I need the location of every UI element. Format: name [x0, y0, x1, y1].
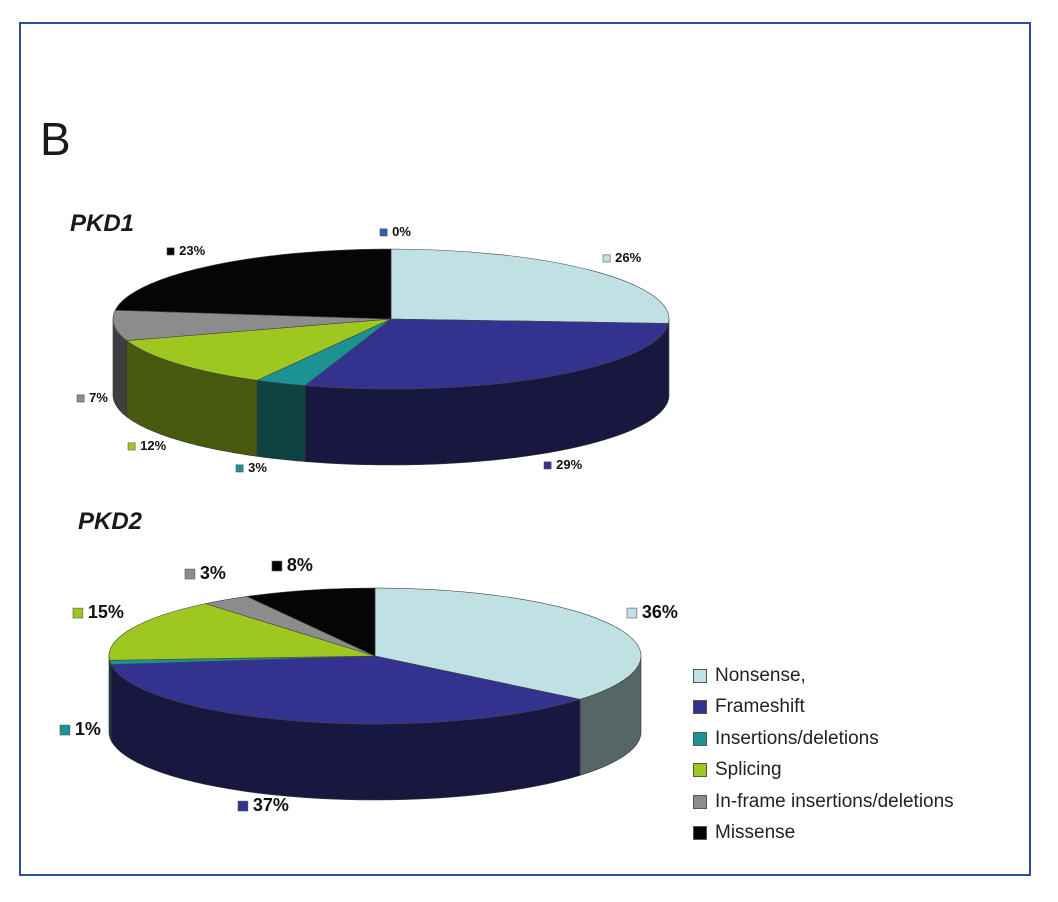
- data-label-in-frame-insertions-deletions: 3%: [200, 563, 226, 583]
- legend-label: Insertions/deletions: [715, 727, 879, 749]
- legend-label: Splicing: [715, 759, 782, 781]
- legend-swatch: [693, 700, 707, 715]
- data-label-nonsense: 26%: [615, 250, 641, 265]
- data-label-insertions-deletions: 1%: [75, 719, 101, 739]
- pie-side-splicing: [108, 656, 110, 737]
- pie-slice-missense: [245, 587, 376, 657]
- data-label-frameshift: 29%: [556, 457, 582, 472]
- data-label-marker: [76, 394, 85, 403]
- pie-slice-frameshift: [110, 655, 582, 725]
- data-label-marker: [271, 560, 283, 572]
- legend-label: Missense: [715, 822, 796, 844]
- pie-slice-nonsense: [374, 587, 642, 700]
- panel-letter: B: [40, 113, 71, 165]
- legend-label: In-frame insertions/deletions: [715, 790, 954, 812]
- data-label-extra: 0%: [392, 224, 411, 239]
- data-label-marker: [543, 461, 552, 470]
- data-label-marker: [184, 568, 196, 580]
- data-label-missense: 23%: [179, 243, 205, 258]
- data-label-insertions-deletions: 3%: [248, 460, 267, 475]
- pie-slice-in-frame-insertions-deletions: [112, 309, 392, 341]
- legend-swatch: [693, 826, 707, 841]
- legend: Nonsense, Frameshift Insertions/deletion…: [693, 660, 954, 849]
- legend-label: Frameshift: [715, 696, 805, 718]
- pie-slice-nonsense: [390, 248, 670, 324]
- data-label-nonsense: 36%: [642, 602, 678, 622]
- data-label-marker: [235, 464, 244, 473]
- legend-item: In-frame insertions/deletions: [693, 786, 954, 818]
- data-label-marker: [626, 607, 638, 619]
- pie-slice-splicing: [108, 603, 376, 661]
- pie-side-insertions-deletions: [256, 379, 306, 462]
- legend-item: Missense: [693, 818, 954, 850]
- figure-frame: [19, 22, 1031, 876]
- legend-item: Splicing: [693, 755, 954, 787]
- chart-title-pkd2: PKD2: [78, 508, 143, 535]
- pie-slice-frameshift: [304, 318, 669, 390]
- legend-swatch: [693, 731, 707, 746]
- legend-item: Frameshift: [693, 692, 954, 724]
- pie-slice-missense: [114, 248, 392, 320]
- legend-swatch: [693, 668, 707, 683]
- legend-label: Nonsense,: [715, 664, 806, 686]
- data-label-marker: [237, 800, 249, 812]
- chart-title-pkd1: PKD1: [70, 210, 135, 237]
- data-label-marker: [166, 247, 175, 256]
- data-label-in-frame-insertions-deletions: 7%: [89, 390, 108, 405]
- data-label-marker: [72, 607, 84, 619]
- data-label-missense: 8%: [287, 555, 313, 575]
- data-label-splicing: 12%: [140, 438, 166, 453]
- pie-slice-splicing: [125, 318, 392, 381]
- data-label-marker: [602, 254, 611, 263]
- legend-swatch: [693, 794, 707, 809]
- data-label-marker: [127, 442, 136, 451]
- data-label-marker: [379, 228, 388, 237]
- legend-item: Insertions/deletions: [693, 723, 954, 755]
- data-label-marker: [59, 724, 71, 736]
- pie-pkd1: 26% 29% 3% 12% 7% 23% 0%: [76, 224, 670, 475]
- data-label-splicing: 15%: [88, 602, 124, 622]
- legend-swatch: [693, 763, 707, 778]
- pie-pkd2: 36% 37% 1% 15% 3% 8%: [59, 555, 678, 815]
- legend-item: Nonsense,: [693, 660, 954, 692]
- data-label-frameshift: 37%: [253, 795, 289, 815]
